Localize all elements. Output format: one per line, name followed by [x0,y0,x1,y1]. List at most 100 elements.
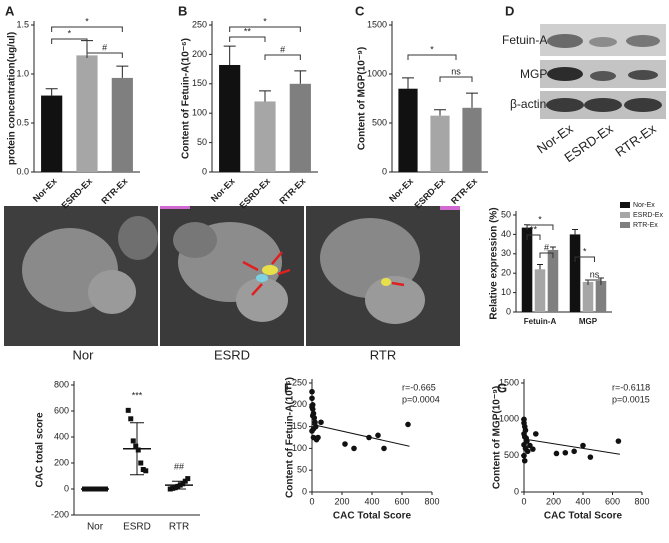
data-point [315,434,321,441]
bar [582,281,594,312]
data-point [125,407,131,413]
x-tick-label: RTR-Ex [449,176,479,206]
x-tick-label: RTR [169,522,189,533]
blot-row-label: Fetuin-A [502,33,547,47]
panel-letter: C [355,3,365,18]
significance-label: * [68,28,72,38]
x-tick-label: 600 [394,496,409,506]
y-tick-label: 1.5 [16,19,29,29]
data-point [533,431,539,437]
y-tick-label: 50 [297,465,307,475]
panel-letter: F [284,380,292,395]
significance-label: ** [530,224,538,234]
x-tick-label: ESRD-Ex [59,176,94,211]
x-tick-label: Nor-Ex [209,176,237,204]
bar [398,88,418,172]
legend-swatch [620,202,630,208]
bar [534,269,546,312]
significance-label: * [538,214,542,224]
data-point [135,447,141,453]
error-bar [223,45,236,65]
data-point [521,457,528,464]
fit-line [523,438,620,455]
x-tick-label: 200 [334,496,349,506]
significance-bracket [51,38,88,44]
y-tick-label: 10 [501,287,511,297]
data-point [143,468,149,474]
x-tick-label: Nor-Ex [387,176,415,204]
bar [76,55,98,172]
legend-label: RTR-Ex [633,222,658,229]
y-axis-label: protein concentration(ug/ul) [7,32,18,165]
x-tick-label: 0 [521,496,526,506]
data-point [351,445,357,452]
legend-label: Nor-Ex [633,202,655,209]
bar [289,83,311,172]
data-point [615,438,622,444]
x-tick-label: 400 [364,496,379,506]
y-tick-label: 1500 [499,377,519,387]
y-tick-label: 0.5 [16,117,29,127]
y-tick-label: 50 [501,209,511,219]
annotation: r=-0.665 [402,382,436,392]
significance-bracket [86,52,123,58]
x-tick-label: Fetuin-A [524,317,557,326]
x-tick-label: 0 [309,496,314,506]
x-tick-label: Nor [87,522,104,533]
significance-label: ns [451,66,461,76]
data-point [128,416,134,422]
data-point [130,438,136,444]
x-tick-label: 600 [605,496,620,506]
bar [595,280,607,312]
y-tick-label: 100 [192,108,207,118]
error-bar [402,77,414,89]
y-tick-label: 250 [192,19,207,29]
significance-label: * [430,44,434,54]
bar [430,115,450,172]
significance-bracket [264,54,301,60]
significance-bracket [229,36,266,42]
y-axis-label: Content of Fetuin-A(10⁻⁶) [285,377,296,498]
significance-label: ns [590,269,600,279]
x-axis-label: CAC Total Score [544,511,623,522]
data-point [524,448,531,455]
data-point [580,442,586,449]
y-tick-label: 1000 [499,414,519,424]
significance-bracket [587,279,602,285]
x-tick-label: ESRD-Ex [237,176,272,211]
x-tick-label: 800 [634,496,649,506]
y-tick-label: 0 [382,166,387,176]
significance-bracket [407,54,457,60]
bar [462,107,482,172]
y-axis-label: Relative expression (%) [489,207,500,319]
data-point [309,404,315,410]
data-point [587,454,594,460]
significance-label: *** [132,391,143,401]
y-tick-label: 400 [54,431,69,441]
error-bar [259,90,271,102]
significance-label: * [263,16,267,26]
annotation: p=0.0015 [612,394,650,404]
error-bar [294,70,307,84]
legend-swatch [620,212,630,218]
y-axis-label: Content of Fetuin-A(10⁻⁶) [181,38,192,159]
x-tick-label: 200 [546,496,561,506]
blot-row-label: β-actin [510,97,546,111]
y-tick-label: 0 [514,486,519,496]
significance-bracket [439,76,473,82]
data-point [310,425,317,432]
x-tick-label: RTR-Ex [99,176,129,206]
error-bar [45,88,58,96]
y-tick-label: 0 [202,166,207,176]
error-bar [116,65,129,78]
x-axis-label: CAC Total Score [333,511,412,522]
panel-letter: A [5,3,15,18]
sd-bar [130,422,144,476]
x-tick-label: Nor-Ex [31,176,59,204]
y-tick-label: 20 [501,268,511,278]
significance-bracket [526,224,554,230]
significance-bracket [539,252,554,258]
y-tick-label: 250 [292,377,307,387]
bar [521,227,533,312]
